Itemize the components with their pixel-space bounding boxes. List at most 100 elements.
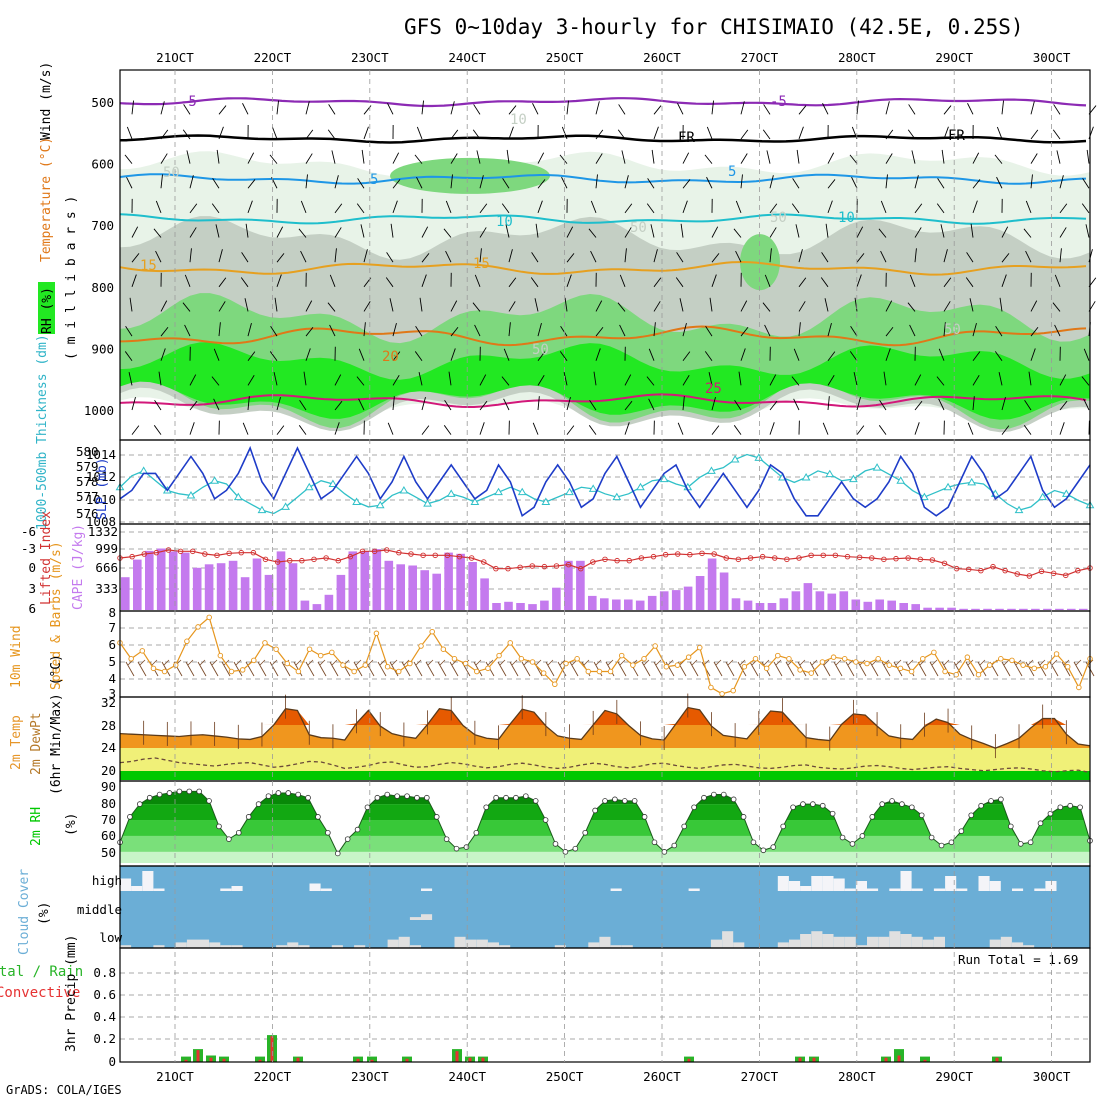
cloud-high-cell [855,881,867,891]
cloud-low-cell [621,945,633,948]
cloud-low-cell [298,945,310,948]
rh-point [1047,810,1054,817]
cloud-low-cell [276,945,288,948]
upper-wind-barb [856,100,859,115]
thickness-point [801,472,811,481]
bottom-tick-25OCT: 25OCT [546,1069,584,1084]
isotherm-1 [119,134,1087,144]
cape-bar [492,603,501,610]
upper-wind-barb [160,153,168,164]
contour-label-11: 25 [705,381,722,397]
upper-wind-barb [1001,425,1010,435]
cloud-low-cell [789,939,801,948]
surface-wind-barb [833,661,843,677]
upper-wind-barb [244,298,249,312]
rh-point [740,814,747,820]
upper-wind-barb [885,153,893,164]
upper-wind-barb [1052,302,1061,312]
upper-wind-barb [559,154,568,164]
upper-wind-barb [450,101,455,115]
surface-wind-barb [305,661,315,677]
lifted-index-point [893,555,899,562]
upper-wind-barb [1083,398,1090,411]
upper-wind-barb [358,348,365,361]
upper-wind-barb [936,376,945,386]
surface-wind-barb-flag [331,659,338,666]
lifted-index-point [978,567,984,574]
cape-bar [911,604,920,610]
surface-wind-barbs [125,659,1095,677]
upper-wind-barb [937,178,945,189]
surface-wind-barb-flag [1051,659,1058,666]
upper-wind-barb [617,129,626,140]
upper-wind-barb [740,326,749,337]
wind-speed-point [1042,663,1049,670]
wind-barbs [124,100,1097,435]
upper-wind-barb [506,149,510,164]
upper-wind-barb [827,152,835,164]
upper-wind-barb [595,101,600,115]
cape-bar [540,600,549,610]
precip-conv-bar [995,1057,999,1062]
cloud-low-cell [867,936,879,948]
upper-wind-barb [1052,129,1061,140]
precip-tick: 0 [108,1054,116,1069]
lifted-index-point [638,555,645,561]
upper-wind-barb [653,249,658,263]
upper-wind-barb [914,175,919,189]
wind-speed-point [306,646,313,652]
rh-point [384,791,391,798]
cloud-low-cell [209,942,221,948]
wind-speed-point [998,656,1004,662]
upper-wind-barb [276,253,285,263]
wind-tick: 7 [108,620,116,635]
upper-wind-barb [769,203,778,214]
bottom-tick-21OCT: 21OCT [156,1069,194,1084]
upper-wind-barb [588,425,597,435]
upper-wind-barb [885,300,893,312]
rh-point [315,814,321,820]
lifted-index-point [141,551,147,557]
wind-speed-point [652,643,658,649]
cloud-low-cell [487,942,499,948]
lifted-index-point [432,552,439,559]
rh-point [938,842,945,849]
wind-speed-point [1031,665,1038,672]
surface-wind-barb-flag [199,659,206,666]
upper-wind-barb [421,253,430,263]
thickness-point [1014,505,1024,514]
lifted-index-point [1026,573,1033,579]
wind-speed-point [128,656,134,662]
rh-point [780,823,786,830]
rh-point [206,798,212,804]
cape-bar [719,572,729,610]
rh-point [295,791,301,798]
cloud-low-cell [900,934,912,948]
cloud-high-cell [1045,881,1057,891]
upper-wind-barb [617,302,626,312]
cloud-low-cell [231,945,243,948]
upper-wind-barb [331,150,336,164]
surface-wind-barb [773,661,783,677]
thickness-tick: 580 [76,444,99,459]
bottom-tick-27OCT: 27OCT [741,1069,779,1084]
temp-tick: 20 [101,763,116,778]
wind-speed-point [975,671,982,678]
upper-wind-barb [825,223,829,238]
upper-wind-barb [530,277,539,288]
cape-bar [983,608,992,610]
lifted-index-point [905,555,911,561]
cloud-high-cell [1034,888,1046,891]
upper-wind-barb [796,149,800,164]
upper-wind-barb [624,175,629,189]
cloud-low-cell [1000,936,1012,948]
cloud-low-cell [499,945,511,948]
thickness-point [281,502,290,510]
upper-wind-barb [704,351,713,361]
lifted-index-point [214,552,220,559]
upper-wind-barb [1030,326,1039,337]
surface-wind-barb [329,661,339,677]
upper-wind-barb [711,253,720,263]
rh-point [424,794,430,801]
